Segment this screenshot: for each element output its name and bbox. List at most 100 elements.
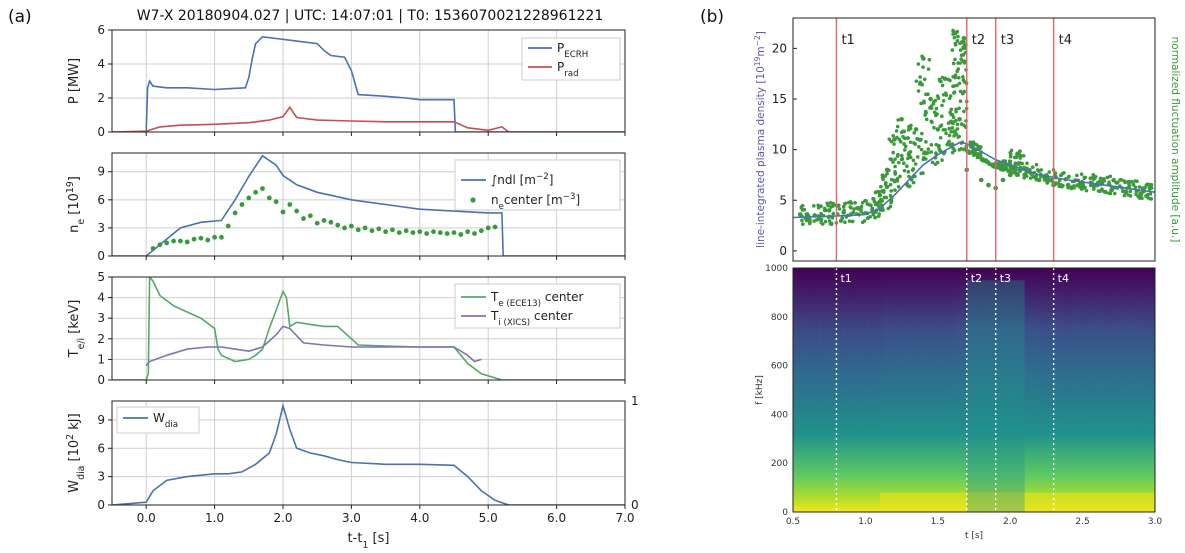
- legend-swatch: [470, 197, 476, 203]
- data-point: [349, 223, 354, 229]
- scatter-point: [851, 210, 856, 215]
- y-tick-label: 9: [97, 413, 105, 427]
- scatter-point: [1148, 192, 1153, 196]
- legend-entry-part: P: [557, 60, 564, 74]
- spectrogram-column: [1106, 268, 1114, 512]
- y-tick-label: 9: [97, 165, 105, 179]
- scatter-point: [914, 79, 919, 83]
- scatter-point: [848, 200, 853, 204]
- scatter-point: [911, 180, 916, 185]
- data-point: [205, 237, 211, 243]
- y-axis-label-part: [keV]: [67, 300, 82, 338]
- data-point: [465, 229, 471, 235]
- y-tick-label: 6: [97, 193, 105, 207]
- spectrogram-column: [961, 268, 969, 512]
- scatter-point: [937, 144, 941, 148]
- time-marker-label: t1: [840, 272, 851, 285]
- panel-b1: t1 t2 t3 t4 0 5 10 15 20 line-integrated plasma d…: [753, 17, 1181, 262]
- y-tick-label: 2: [97, 332, 105, 346]
- y2-tick-label: 1: [631, 394, 639, 408]
- scatter-point: [961, 75, 965, 79]
- scatter-point: [893, 157, 897, 161]
- x-tick-label: 0.0: [137, 511, 156, 525]
- scatter-point: [907, 184, 911, 189]
- scatter-point: [1149, 183, 1154, 187]
- scatter-point: [906, 152, 912, 157]
- x-tick-label: 1.5: [931, 517, 945, 527]
- scatter-point: [860, 200, 865, 205]
- scatter-point: [980, 158, 985, 163]
- legend-entry: Prad: [557, 60, 579, 79]
- data-point: [369, 228, 375, 234]
- scatter-point: [1121, 189, 1125, 194]
- legend-entry-part: n: [491, 193, 499, 207]
- scatter-point: [879, 184, 883, 189]
- scatter-point: [891, 160, 895, 164]
- scatter-point: [1149, 186, 1154, 190]
- legend-entry-part: center: [530, 309, 572, 323]
- data-point: [232, 210, 238, 216]
- scatter-point: [959, 146, 963, 151]
- scatter-point: [1091, 172, 1096, 177]
- data-point: [171, 238, 176, 244]
- spectrogram-column: [1148, 268, 1156, 512]
- scatter-point: [962, 89, 967, 94]
- scatter-point: [921, 65, 925, 69]
- legend-entry-part: ]: [575, 193, 580, 207]
- scatter-point: [933, 162, 938, 167]
- spectrogram-column: [853, 268, 860, 512]
- scatter-point: [947, 133, 952, 138]
- panel-a-title: W7-X 20180904.027 | UTC: 14:07:01 | T0: …: [137, 8, 603, 24]
- scatter-point: [887, 137, 892, 141]
- y-axis-label: Te/i [keV]: [67, 300, 87, 359]
- spectrogram-column: [823, 268, 830, 512]
- scatter-point: [860, 220, 865, 225]
- data-point: [328, 219, 334, 225]
- spectrogram-column: [919, 268, 927, 512]
- spectrogram-column: [1022, 268, 1029, 512]
- legend-box: [116, 406, 200, 434]
- series-layer: [112, 154, 625, 256]
- legend-entry-part: center: [541, 290, 583, 304]
- y-tick-label: 5: [97, 270, 105, 284]
- spectrogram-column: [811, 268, 818, 512]
- scatter-point: [889, 139, 894, 144]
- y-axis-label-part: ]: [67, 176, 82, 181]
- y-tick-label: 4: [97, 291, 105, 305]
- legend-entry-part: −3: [563, 192, 576, 202]
- scatter-point: [913, 162, 918, 166]
- data-point: [157, 242, 163, 248]
- scatter-point: [952, 30, 958, 36]
- spectrogram-column: [883, 268, 891, 512]
- legend-entry: Te (ECE13) center: [490, 290, 584, 309]
- scatter-point: [913, 142, 918, 146]
- y-axis-label: ne [1019]: [65, 176, 87, 233]
- scatter-point: [891, 134, 896, 138]
- y-tick-label: 5: [779, 193, 787, 207]
- spectrogram-column: [847, 268, 854, 512]
- spectrogram-column: [895, 268, 903, 512]
- scatter-point: [952, 84, 957, 88]
- y-tick-label: 0: [782, 508, 788, 518]
- scatter-point: [908, 126, 913, 131]
- scatter-point: [943, 91, 948, 95]
- y-axis-label-left-part: ]: [755, 31, 767, 35]
- y-tick-label: 10: [772, 143, 787, 157]
- time-marker-label: t3: [1001, 33, 1014, 48]
- y-axis-label-left-part: 19: [753, 56, 762, 66]
- legend-entry: Wdia: [153, 411, 178, 430]
- spectrogram-column: [937, 268, 945, 512]
- legend-entry-part: ECRH: [564, 50, 588, 60]
- spectrogram-column: [907, 268, 915, 512]
- scatter-point: [958, 99, 963, 103]
- spectrogram-column: [1004, 268, 1011, 512]
- y-tick-label: 15: [772, 92, 787, 106]
- data-point: [410, 230, 416, 235]
- spectrogram-column: [1076, 268, 1084, 512]
- scatter-point: [1145, 192, 1150, 197]
- legend-entry-part: ]: [549, 173, 554, 187]
- axes-frame: [792, 17, 1156, 262]
- scatter-point: [957, 106, 961, 111]
